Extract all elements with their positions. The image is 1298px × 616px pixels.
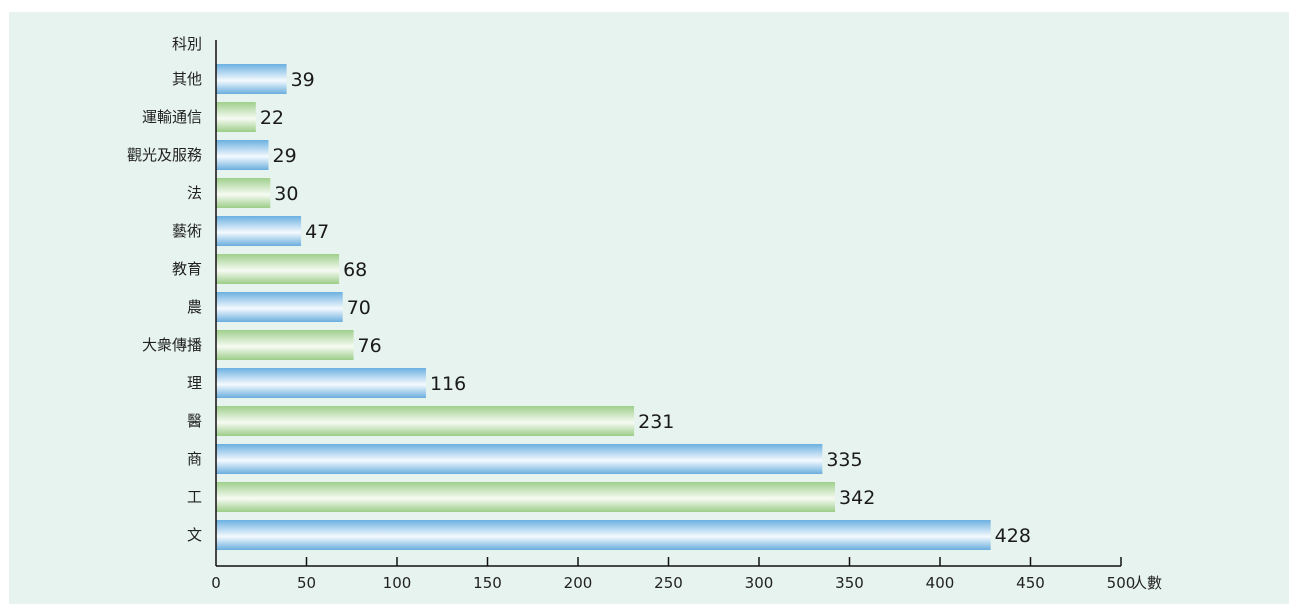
data-label: 70: [347, 297, 371, 319]
x-tick-label: 500: [1107, 574, 1136, 592]
category-label: 商: [187, 450, 202, 468]
data-label: 76: [358, 335, 382, 357]
category-label: 理: [187, 374, 202, 392]
category-label: 運輸通信: [142, 108, 202, 126]
bar-3: [216, 178, 271, 208]
data-label: 29: [272, 145, 296, 167]
category-label: 法: [187, 184, 202, 202]
x-tick-label: 0: [211, 574, 221, 592]
x-tick-label: 300: [745, 574, 774, 592]
data-label: 231: [638, 411, 674, 433]
x-tick-label: 200: [564, 574, 593, 592]
bar-4: [216, 216, 302, 246]
category-label: 文: [187, 526, 202, 544]
bar-5: [216, 254, 340, 284]
category-label: 藝術: [172, 222, 202, 240]
x-tick-label: 50: [297, 574, 316, 592]
category-label: 農: [187, 298, 202, 316]
x-axis-title: 人數: [1132, 574, 1162, 592]
x-tick-label: 350: [835, 574, 864, 592]
category-label: 教育: [172, 260, 202, 278]
category-label: 其他: [172, 70, 202, 88]
data-label: 68: [343, 259, 367, 281]
bar-9: [216, 406, 635, 436]
data-label: 116: [430, 373, 466, 395]
bar-2: [216, 140, 269, 170]
x-tick-label: 250: [654, 574, 683, 592]
data-label: 428: [995, 525, 1031, 547]
bar-12: [216, 520, 991, 550]
data-label: 47: [305, 221, 329, 243]
bar-6: [216, 292, 343, 322]
data-label: 342: [839, 487, 875, 509]
bar-11: [216, 482, 836, 512]
category-label: 醫: [187, 412, 202, 430]
data-label: 30: [274, 183, 298, 205]
y-axis-title: 科別: [172, 35, 202, 53]
x-tick-label: 100: [383, 574, 412, 592]
bar-7: [216, 330, 354, 360]
bar-1: [216, 102, 256, 132]
x-tick-label: 400: [926, 574, 955, 592]
data-label: 335: [826, 449, 862, 471]
bar-0: [216, 64, 287, 94]
x-tick-label: 150: [473, 574, 502, 592]
data-label: 22: [260, 107, 284, 129]
category-label: 工: [187, 488, 202, 506]
bar-8: [216, 368, 426, 398]
category-label: 大衆傳播: [142, 336, 202, 354]
data-label: 39: [291, 69, 315, 91]
category-label: 觀光及服務: [127, 146, 202, 164]
bar-10: [216, 444, 823, 474]
x-tick-label: 450: [1016, 574, 1045, 592]
